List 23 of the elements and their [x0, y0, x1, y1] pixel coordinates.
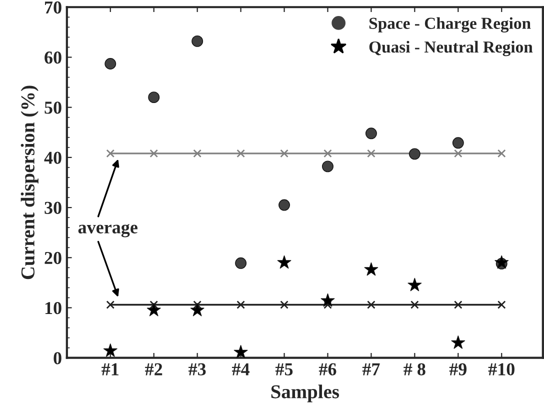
x-tick-label: #6 — [318, 363, 336, 376]
y-tick-label: 50 — [44, 102, 62, 114]
x-tick-label: #2 — [145, 363, 162, 376]
y-tick-label: 30 — [44, 202, 62, 214]
x-tick-label: #4 — [232, 363, 250, 376]
x-tick-label: #1 — [102, 363, 118, 376]
x-axis-title: Samples — [271, 384, 340, 402]
y-tick-label: 40 — [44, 152, 62, 164]
y-tick-label: 10 — [45, 302, 62, 314]
legend-label: Quasi - Neutral Region — [369, 40, 533, 56]
y-tick-label: 20 — [44, 252, 62, 264]
y-tick-label: 60 — [44, 51, 62, 64]
annotation: average — [78, 224, 138, 238]
legend-label: Space - Charge Region — [369, 17, 531, 32]
x-tick-label: #3 — [188, 363, 206, 376]
y-tick-label: 70 — [45, 1, 62, 14]
y-tick-label: 0 — [54, 352, 62, 364]
x-tick-label: #9 — [449, 363, 467, 376]
x-tick-label: # 8 — [404, 363, 426, 376]
x-tick-label: #10 — [488, 363, 514, 376]
x-tick-label: #7 — [362, 363, 380, 376]
x-tick-label: #5 — [275, 363, 293, 376]
y-axis-title: Current dispersion (%) — [20, 86, 38, 280]
